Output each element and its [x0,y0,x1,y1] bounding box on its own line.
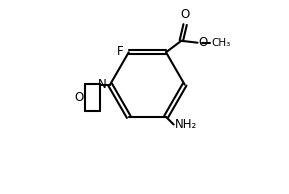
Text: NH₂: NH₂ [175,118,197,131]
Text: O: O [74,91,83,104]
Text: N: N [98,78,107,91]
Text: O: O [199,36,208,49]
Text: O: O [181,8,190,21]
Text: CH₃: CH₃ [211,38,230,48]
Text: F: F [117,45,124,58]
